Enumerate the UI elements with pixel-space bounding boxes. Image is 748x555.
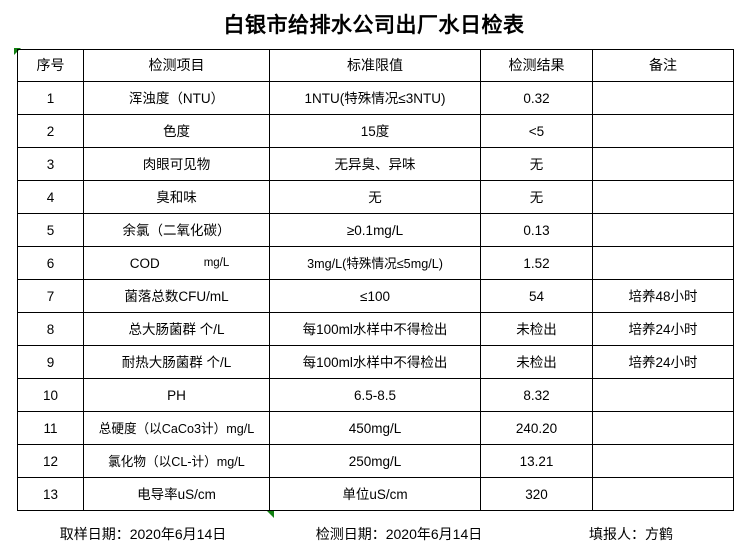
row-index: 6 [17, 246, 84, 280]
row-limit: 250mg/L [269, 444, 481, 478]
cell-comment-marker-icon-secondary [267, 511, 274, 518]
row-limit: 15度 [269, 114, 481, 148]
row-limit: 每100ml水样中不得检出 [269, 345, 481, 379]
row-result: 8.32 [480, 378, 593, 412]
row-index: 10 [17, 378, 84, 412]
row-item: COD mg/L [83, 246, 270, 280]
row-limit: 每100ml水样中不得检出 [269, 312, 481, 346]
row-limit: 450mg/L [269, 411, 481, 445]
table-row: 12 氯化物（以CL-计）mg/L 250mg/L 13.21 [17, 444, 734, 478]
row-item: PH [83, 378, 270, 412]
row-index: 13 [17, 477, 84, 511]
row-item: 肉眼可见物 [83, 147, 270, 181]
row-limit: 无异臭、异味 [269, 147, 481, 181]
row-item-name: COD [129, 255, 160, 271]
column-header-result: 检测结果 [480, 49, 593, 82]
row-note [592, 378, 734, 412]
row-result: 54 [480, 279, 593, 313]
row-limit: 无 [269, 180, 481, 214]
report-footer: 取样日期：2020年6月14日 检测日期：2020年6月14日 填报人：方鹤 [17, 521, 733, 547]
page-title: 白银市给排水公司出厂水日检表 [223, 14, 525, 37]
row-note [592, 180, 734, 214]
row-note [592, 147, 734, 181]
row-note: 培养24小时 [592, 345, 734, 379]
water-quality-table: 序号 检测项目 标准限值 检测结果 备注 1 浑浊度（NTU） 1NTU(特殊情… [17, 49, 734, 511]
test-date-label: 检测日期：2020年6月14日 [315, 526, 483, 542]
row-result: 1.52 [480, 246, 593, 280]
row-index: 12 [17, 444, 84, 478]
row-note: 培养48小时 [592, 279, 734, 313]
table-row: 5 余氯（二氧化碳） ≥0.1mg/L 0.13 [17, 213, 734, 247]
row-limit: ≥0.1mg/L [269, 213, 481, 247]
table-row: 13 电导率uS/cm 单位uS/cm 320 [17, 477, 734, 511]
row-index: 3 [17, 147, 84, 181]
row-limit: 6.5-8.5 [269, 378, 481, 412]
row-note [592, 411, 734, 445]
column-header-note: 备注 [592, 49, 734, 82]
row-result: <5 [480, 114, 593, 148]
row-item: 总大肠菌群 个/L [83, 312, 270, 346]
row-note [592, 246, 734, 280]
row-result: 0.32 [480, 81, 593, 115]
row-item: 菌落总数CFU/mL [83, 279, 270, 313]
table-row: 6 COD mg/L 3mg/L(特殊情况≤5mg/L) 1.52 [17, 246, 734, 280]
row-result: 13.21 [480, 444, 593, 478]
row-result: 0.13 [480, 213, 593, 247]
column-header-limit: 标准限值 [269, 49, 481, 82]
row-index: 4 [17, 180, 84, 214]
row-limit: 3mg/L(特殊情况≤5mg/L) [269, 246, 481, 280]
row-result: 无 [480, 180, 593, 214]
table-row: 8 总大肠菌群 个/L 每100ml水样中不得检出 未检出 培养24小时 [17, 312, 734, 346]
row-limit: 单位uS/cm [269, 477, 481, 511]
report-table-wrapper: 序号 检测项目 标准限值 检测结果 备注 1 浑浊度（NTU） 1NTU(特殊情… [17, 49, 734, 511]
table-body: 1 浑浊度（NTU） 1NTU(特殊情况≤3NTU) 0.32 2 色度 15度… [17, 81, 734, 511]
table-row: 10 PH 6.5-8.5 8.32 [17, 378, 734, 412]
column-header-item: 检测项目 [83, 49, 270, 82]
column-header-no: 序号 [17, 49, 84, 82]
row-result: 未检出 [480, 345, 593, 379]
row-index: 11 [17, 411, 84, 445]
table-row: 11 总硬度（以CaCo3计）mg/L 450mg/L 240.20 [17, 411, 734, 445]
row-item: 臭和味 [83, 180, 270, 214]
table-row: 1 浑浊度（NTU） 1NTU(特殊情况≤3NTU) 0.32 [17, 81, 734, 115]
table-row: 3 肉眼可见物 无异臭、异味 无 [17, 147, 734, 181]
row-note [592, 81, 734, 115]
row-index: 1 [17, 81, 84, 115]
row-limit: ≤100 [269, 279, 481, 313]
row-item: 耐热大肠菌群 个/L [83, 345, 270, 379]
table-row: 7 菌落总数CFU/mL ≤100 54 培养48小时 [17, 279, 734, 313]
row-result: 未检出 [480, 312, 593, 346]
row-index: 8 [17, 312, 84, 346]
table-header-row: 序号 检测项目 标准限值 检测结果 备注 [17, 49, 734, 82]
row-result: 240.20 [480, 411, 593, 445]
row-item: 氯化物（以CL-计）mg/L [83, 444, 270, 478]
table-row: 2 色度 15度 <5 [17, 114, 734, 148]
row-result: 无 [480, 147, 593, 181]
table-row: 9 耐热大肠菌群 个/L 每100ml水样中不得检出 未检出 培养24小时 [17, 345, 734, 379]
row-note [592, 114, 734, 148]
row-note [592, 444, 734, 478]
row-item: 总硬度（以CaCo3计）mg/L [83, 411, 270, 445]
row-index: 9 [17, 345, 84, 379]
row-note [592, 213, 734, 247]
row-result: 320 [480, 477, 593, 511]
row-index: 5 [17, 213, 84, 247]
row-limit: 1NTU(特殊情况≤3NTU) [269, 81, 481, 115]
row-item: 电导率uS/cm [83, 477, 270, 511]
reporter-label: 填报人：方鹤 [589, 526, 673, 542]
row-item: 浑浊度（NTU） [83, 81, 270, 115]
row-item-unit: mg/L [203, 256, 230, 269]
row-index: 7 [17, 279, 84, 313]
row-note: 培养24小时 [592, 312, 734, 346]
sample-date-label: 取样日期：2020年6月14日 [59, 526, 227, 542]
row-note [592, 477, 734, 511]
row-item: 色度 [83, 114, 270, 148]
row-index: 2 [17, 114, 84, 148]
row-item: 余氯（二氧化碳） [83, 213, 270, 247]
table-row: 4 臭和味 无 无 [17, 180, 734, 214]
